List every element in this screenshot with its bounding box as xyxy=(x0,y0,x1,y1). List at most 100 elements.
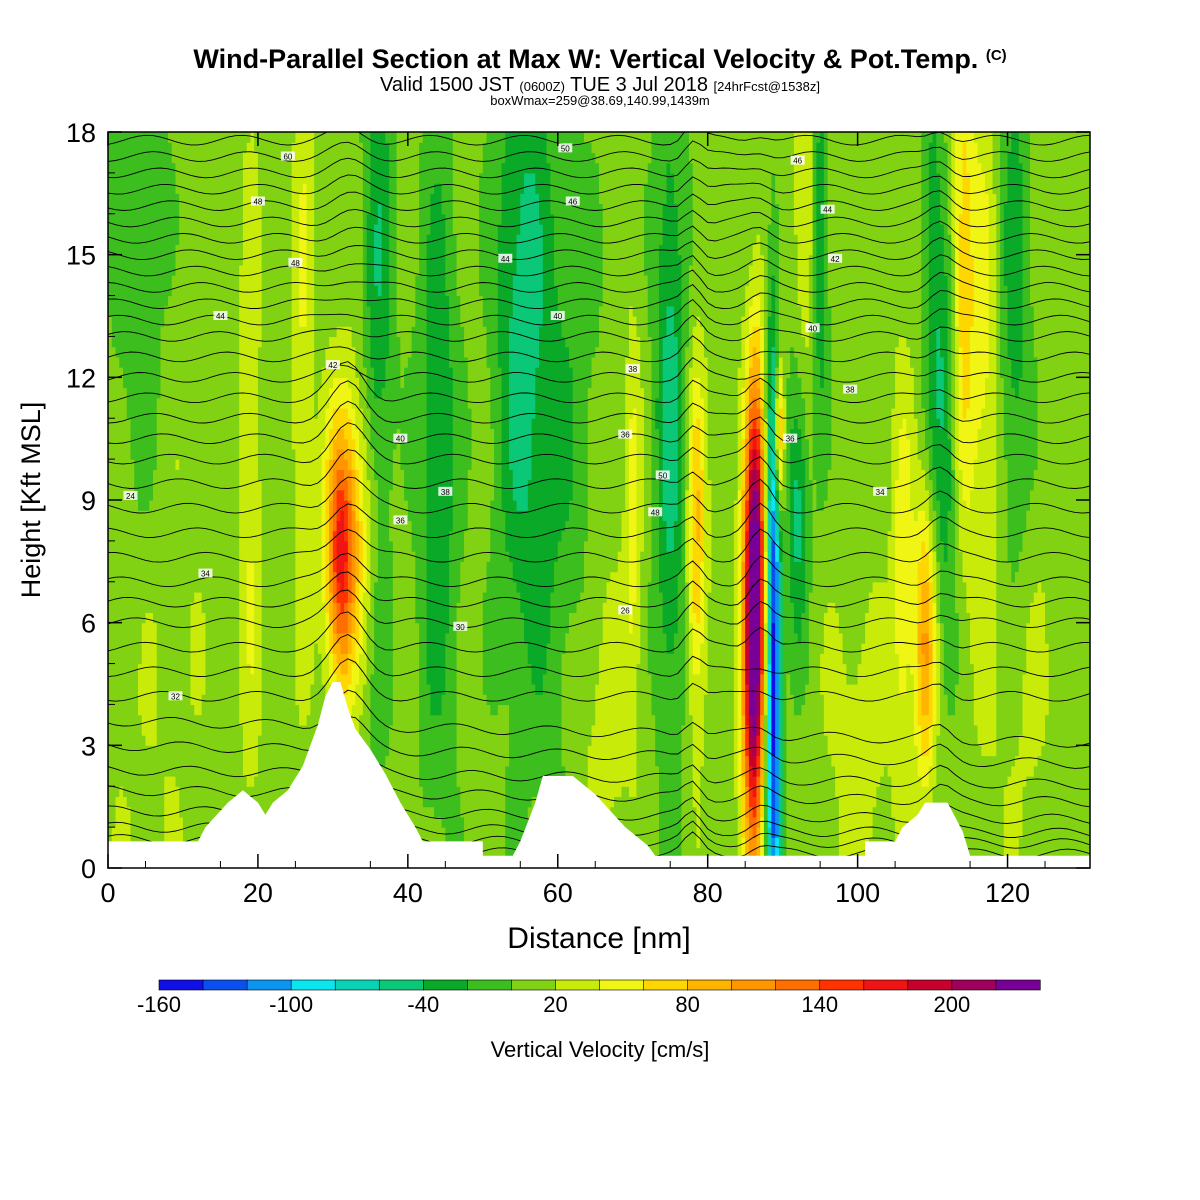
velocity-cell xyxy=(130,193,134,204)
velocity-cell xyxy=(142,418,146,429)
velocity-cell xyxy=(127,725,131,736)
velocity-cell xyxy=(179,796,183,807)
velocity-cell xyxy=(157,653,161,664)
velocity-cell xyxy=(168,500,172,511)
velocity-cell xyxy=(175,265,179,276)
velocity-cell xyxy=(142,306,146,317)
velocity-cell xyxy=(142,725,146,736)
velocity-cell xyxy=(153,183,157,194)
velocity-cell xyxy=(172,725,176,736)
velocity-cell xyxy=(187,602,191,613)
velocity-cell xyxy=(175,132,179,143)
velocity-cell xyxy=(160,296,164,307)
velocity-cell xyxy=(112,684,116,695)
velocity-cell xyxy=(130,418,134,429)
velocity-cell xyxy=(134,296,138,307)
velocity-cell xyxy=(183,531,187,542)
velocity-cell xyxy=(138,674,142,685)
velocity-cell xyxy=(112,766,116,777)
velocity-cell xyxy=(157,306,161,317)
velocity-cell xyxy=(138,316,142,327)
velocity-cell xyxy=(123,582,127,593)
velocity-cell xyxy=(130,377,134,388)
velocity-cell xyxy=(119,520,123,531)
velocity-cell xyxy=(187,572,191,583)
velocity-cell xyxy=(160,725,164,736)
velocity-cell xyxy=(172,418,176,429)
velocity-cell xyxy=(153,418,157,429)
velocity-cell xyxy=(130,572,134,583)
velocity-cell xyxy=(134,326,138,337)
velocity-cell xyxy=(179,490,183,501)
velocity-cell xyxy=(142,255,146,266)
velocity-cell xyxy=(164,306,168,317)
velocity-cell xyxy=(138,510,142,521)
velocity-cell xyxy=(179,357,183,368)
velocity-cell xyxy=(112,653,116,664)
velocity-cell xyxy=(179,388,183,399)
velocity-cell xyxy=(157,224,161,235)
velocity-cell xyxy=(160,193,164,204)
velocity-cell xyxy=(116,531,120,542)
velocity-cell xyxy=(149,776,153,787)
velocity-cell xyxy=(127,582,131,593)
velocity-cell xyxy=(112,643,116,654)
velocity-cell xyxy=(123,786,127,797)
velocity-cell xyxy=(172,582,176,593)
velocity-cell xyxy=(127,377,131,388)
velocity-cell xyxy=(134,653,138,664)
velocity-cell xyxy=(168,163,172,174)
velocity-cell xyxy=(138,132,142,143)
velocity-cell xyxy=(175,336,179,347)
velocity-cell xyxy=(153,572,157,583)
velocity-cell xyxy=(190,469,194,480)
velocity-cell xyxy=(183,469,187,480)
velocity-cell xyxy=(149,224,153,235)
velocity-cell xyxy=(138,398,142,409)
velocity-cell xyxy=(187,551,191,562)
velocity-cell xyxy=(164,643,168,654)
velocity-cell xyxy=(153,326,157,337)
velocity-cell xyxy=(127,224,131,235)
velocity-cell xyxy=(149,490,153,501)
velocity-cell xyxy=(142,531,146,542)
velocity-cell xyxy=(179,398,183,409)
velocity-cell xyxy=(183,572,187,583)
velocity-cell xyxy=(123,633,127,644)
velocity-cell xyxy=(153,776,157,787)
velocity-cell xyxy=(119,612,123,623)
velocity-cell xyxy=(142,377,146,388)
velocity-cell xyxy=(187,694,191,705)
velocity-cell xyxy=(187,347,191,358)
velocity-cell xyxy=(127,817,131,828)
velocity-cell xyxy=(123,551,127,562)
velocity-cell xyxy=(142,490,146,501)
velocity-cell xyxy=(116,766,120,777)
velocity-cell xyxy=(116,439,120,450)
velocity-cell xyxy=(119,531,123,542)
velocity-cell xyxy=(142,469,146,480)
velocity-cell xyxy=(130,735,134,746)
velocity-cell xyxy=(119,643,123,654)
velocity-cell xyxy=(127,244,131,255)
velocity-cell xyxy=(112,459,116,470)
velocity-cell xyxy=(145,398,149,409)
velocity-cell xyxy=(175,439,179,450)
velocity-cell xyxy=(175,735,179,746)
velocity-cell xyxy=(149,357,153,368)
velocity-cell xyxy=(145,561,149,572)
velocity-cell xyxy=(130,285,134,296)
velocity-cell xyxy=(183,807,187,818)
velocity-cell xyxy=(183,306,187,317)
velocity-cell xyxy=(130,796,134,807)
velocity-cell xyxy=(123,725,127,736)
velocity-cell xyxy=(119,582,123,593)
velocity-cell xyxy=(190,796,194,807)
velocity-cell xyxy=(153,265,157,276)
velocity-cell xyxy=(138,756,142,767)
velocity-cell xyxy=(160,224,164,235)
velocity-cell xyxy=(183,653,187,664)
velocity-cell xyxy=(123,377,127,388)
velocity-cell xyxy=(187,827,191,838)
velocity-cell xyxy=(123,745,127,756)
